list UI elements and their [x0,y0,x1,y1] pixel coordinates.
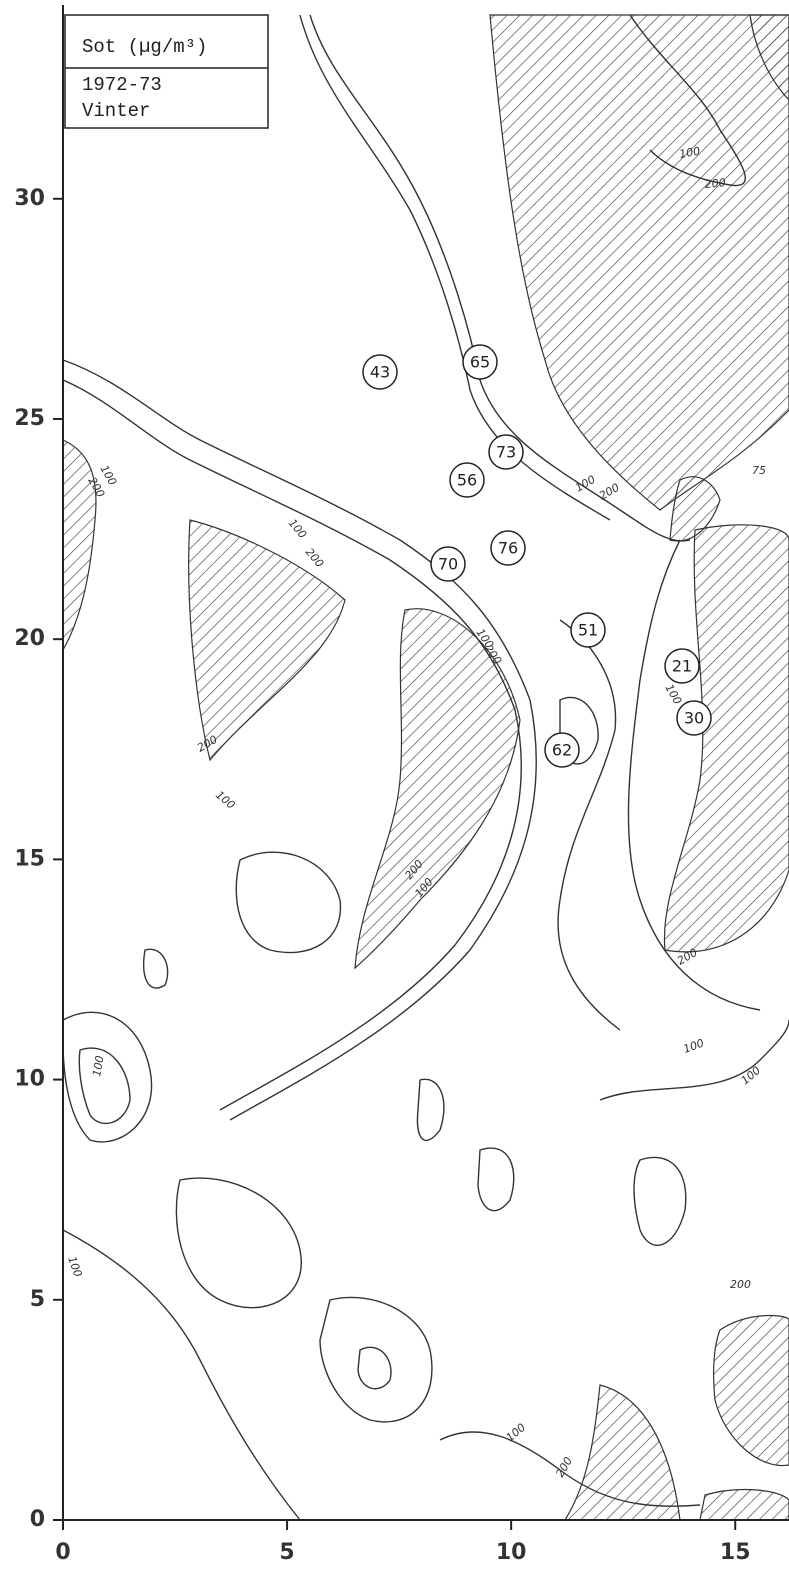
hatched-area [714,1316,789,1466]
station-value: 43 [370,363,390,382]
legend-title: Sot (µg/m³) [82,36,207,58]
legend: Sot (µg/m³) 1972-73 Vinter [65,15,268,128]
x-tick-label: 0 [55,1540,70,1565]
hatched-area [664,525,789,952]
y-tick-label: 20 [14,626,45,651]
contour-label: 100 [504,1421,528,1444]
station-value: 62 [552,741,572,760]
contour-line [417,1079,443,1140]
x-tick-label: 10 [496,1540,527,1565]
contour-label: 100 [90,1055,106,1078]
station-value: 56 [457,471,477,490]
station-value: 30 [684,709,704,728]
contour-label: 200 [597,481,622,503]
contour-label: 100 [682,1036,706,1055]
y-tick-label: 10 [14,1067,45,1092]
contour-line [63,1230,300,1520]
contour-label: 200 [730,1278,751,1291]
contour-line [176,1178,301,1308]
x-tick-label: 15 [720,1540,751,1565]
x-tick-label: 5 [279,1540,294,1565]
contour-label: 200 [553,1455,575,1480]
contour-label: 100 [286,517,309,541]
contour-label: 200 [303,546,326,570]
y-tick-label: 15 [14,846,45,871]
station-value: 21 [672,657,692,676]
contour-line [144,949,168,988]
hatched-area [565,1385,680,1520]
hatched-area [700,1490,789,1520]
contour-label: 100 [662,682,684,707]
contour-label: 100 [739,1064,763,1087]
contour-line [600,1020,789,1100]
station-value: 51 [578,621,598,640]
legend-period: 1972-73 [82,74,162,96]
map: Sot (µg/m³) 1972-73 Vinter 0 5 10 15 0 5 10 15 2… [0,0,789,1573]
contour-line [558,620,620,1030]
contour-label: 100 [65,1255,84,1279]
legend-season: Vinter [82,100,150,122]
contour-line [634,1157,686,1245]
station-value: 73 [496,443,516,462]
hatched-area [63,440,96,650]
contour-label: 100 [213,788,237,811]
hatched-area [490,15,789,510]
contour-label: 75 [752,464,766,477]
contour-label: 200 [704,176,726,191]
station-value: 76 [498,539,518,558]
contour-line [478,1148,514,1211]
station-value: 70 [438,555,458,574]
contour-line [320,1297,432,1421]
hatched-areas [63,15,789,1520]
y-tick-label: 5 [30,1287,45,1312]
y-tick-label: 25 [14,406,45,431]
y-tick-label: 30 [14,186,45,211]
contour-label: 100 [573,473,598,495]
y-tick-label: 0 [30,1507,45,1532]
contour-line [236,852,340,952]
contour-line [63,1012,152,1142]
station-value: 65 [470,353,490,372]
contour-line [358,1347,391,1388]
